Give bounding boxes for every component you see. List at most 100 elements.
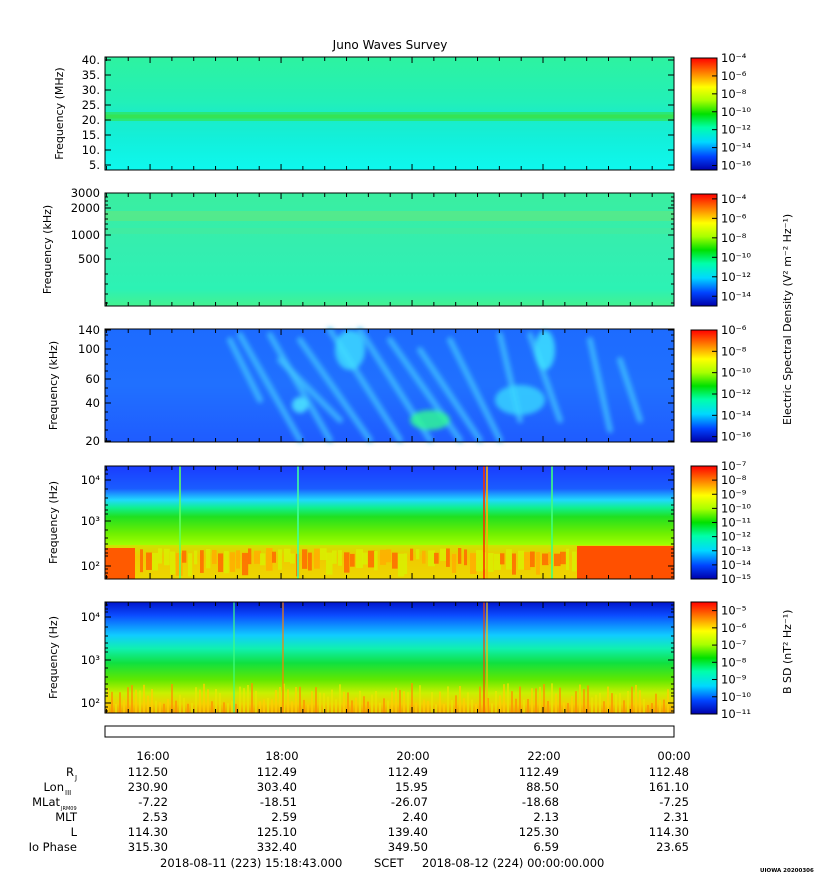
- band: [278, 549, 282, 570]
- ephemeris-value: 2.40: [402, 810, 428, 824]
- band: [170, 551, 176, 575]
- colorbar-tick-label: 10⁻⁵: [721, 604, 747, 618]
- ephemeris-value: 15.95: [395, 780, 428, 794]
- band: [242, 552, 249, 576]
- band: [164, 548, 170, 566]
- colorbar-tick-label: 10⁻⁷: [721, 638, 747, 652]
- emission-streak: [237, 332, 303, 443]
- panel-3-spectrogram: [105, 327, 674, 443]
- band: [182, 550, 187, 563]
- band: [188, 553, 193, 577]
- colorbar-tick-label: 10⁻⁹: [721, 673, 747, 687]
- colorbar-tick-label: 10⁻¹⁰: [721, 501, 751, 515]
- colorbar-tick-label: 10⁻¹⁶: [721, 430, 751, 444]
- colorbar-tick-label: 10⁻⁸: [721, 655, 747, 669]
- band: [362, 552, 368, 565]
- band: [374, 551, 378, 571]
- emission-streak: [617, 357, 643, 423]
- band: [332, 550, 337, 564]
- panel-2-frame: [104, 192, 675, 307]
- band: [500, 553, 505, 565]
- ephemeris-value: 2.31: [663, 810, 689, 824]
- colorbar-tick-label: 10⁻⁴: [721, 192, 747, 206]
- footer-stamp: UIOWA 20200306: [760, 868, 814, 874]
- ephemeris-subscript: JRM09: [60, 806, 77, 812]
- colorbar-tick-label: 10⁻¹²: [721, 270, 751, 284]
- band: [158, 548, 162, 564]
- band: [368, 550, 375, 568]
- y-tick-label: 10.: [82, 143, 100, 157]
- band: [524, 552, 531, 571]
- band: [206, 548, 211, 569]
- emission-blob: [410, 410, 450, 430]
- y-tick-label: 35.: [82, 68, 100, 82]
- band: [248, 548, 252, 565]
- y-tick-label: 100: [78, 342, 100, 356]
- band: [542, 553, 549, 566]
- colorbar-tick-label: 10⁻¹⁰: [721, 690, 751, 704]
- ephemeris-value: 112.48: [649, 765, 689, 779]
- ephemeris-label: MLT: [55, 810, 78, 824]
- panel-1-frame: [104, 56, 675, 171]
- y-tick-label: 5.: [89, 158, 100, 172]
- band: [566, 548, 570, 571]
- band: [290, 553, 295, 564]
- band: [506, 549, 512, 570]
- footer-start-time: 2018-08-11 (223) 15:18:43.000: [160, 856, 342, 870]
- ephemeris-value: 112.49: [388, 765, 428, 779]
- band: [140, 549, 144, 573]
- ephemeris-value: -26.07: [391, 795, 428, 809]
- colorbar-tick-label: 10⁻⁴: [721, 51, 747, 65]
- colorbar-tick-label: 10⁻¹⁰: [721, 366, 751, 380]
- emission-streak: [277, 357, 343, 423]
- band: [494, 553, 501, 570]
- ephemeris-value: 139.40: [388, 825, 428, 839]
- band: [458, 548, 462, 564]
- colorbar-tick-label: 10⁻¹⁰: [721, 250, 751, 264]
- band: [464, 549, 468, 566]
- band: [452, 553, 457, 574]
- band: [404, 553, 408, 575]
- panel-4-spectrogram: [105, 466, 674, 579]
- x-tick-label: 18:00: [265, 749, 298, 763]
- y-axis-label: Frequency (kHz): [41, 205, 54, 294]
- band: [272, 551, 276, 563]
- electric-colorbar-label: Electric Spectral Density (V² m⁻² Hz⁻¹): [781, 214, 794, 425]
- band: [572, 551, 577, 572]
- band: [512, 553, 516, 575]
- colorbar-tick-label: 10⁻¹⁵: [721, 572, 751, 586]
- y-tick-label: 140: [78, 323, 100, 337]
- colorbar-3: [690, 329, 718, 443]
- ephemeris-value: 332.40: [257, 840, 297, 854]
- band: [284, 548, 291, 563]
- ephemeris-value: 6.59: [533, 840, 559, 854]
- ephemeris-value: 2.53: [142, 810, 168, 824]
- colorbar-tick-label: 10⁻¹¹: [721, 707, 751, 721]
- band: [146, 552, 152, 570]
- colorbar-2: [690, 193, 718, 307]
- y-tick-label: 2000: [71, 201, 100, 215]
- ephemeris-label: L: [71, 825, 78, 839]
- colorbar-1: [690, 57, 718, 171]
- panel-5-frame: [104, 601, 675, 714]
- colorbar-5: [690, 601, 718, 715]
- x-tick-label: 20:00: [396, 749, 429, 763]
- band: [446, 548, 450, 567]
- ephemeris-value: -7.22: [138, 795, 168, 809]
- band: [338, 550, 342, 566]
- colorbar-tick-label: 10⁻¹²: [721, 387, 751, 401]
- ephemeris-value: 349.50: [388, 840, 428, 854]
- ephemeris-value: 114.30: [649, 825, 689, 839]
- ephemeris-value: 112.50: [128, 765, 168, 779]
- band: [152, 552, 159, 571]
- emission-blob: [495, 385, 545, 415]
- ephemeris-subscript: III: [65, 789, 71, 797]
- y-tick-label: 25.: [82, 98, 100, 112]
- band: [398, 553, 405, 577]
- emission-streak: [267, 332, 333, 443]
- colorbar-tick-label: 10⁻¹⁶: [721, 159, 751, 173]
- band: [518, 550, 525, 570]
- y-tick-label: 10²: [81, 696, 100, 710]
- y-tick-label: 3000: [71, 186, 100, 200]
